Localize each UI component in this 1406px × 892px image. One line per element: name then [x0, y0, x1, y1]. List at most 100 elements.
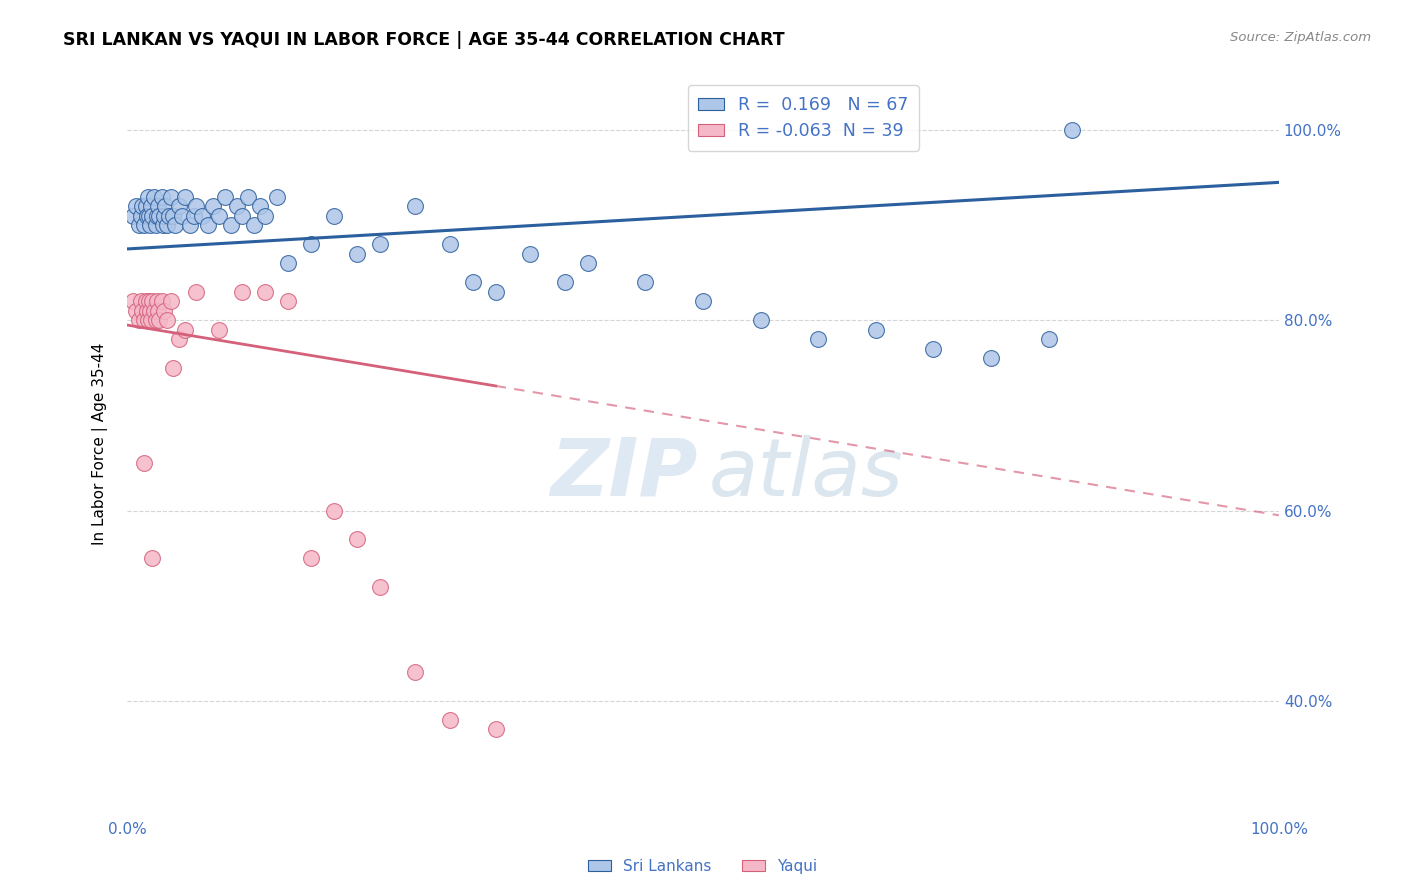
Point: [167, 332, 190, 346]
Point: [202, 199, 225, 213]
Point: [173, 323, 195, 337]
Point: [191, 209, 214, 223]
Point: [236, 189, 259, 203]
Point: [148, 303, 170, 318]
Point: [142, 303, 165, 318]
Legend: Sri Lankans, Yaqui: Sri Lankans, Yaqui: [582, 853, 824, 880]
Point: [150, 189, 173, 203]
Point: [254, 209, 277, 223]
Point: [225, 199, 247, 213]
Point: [370, 237, 392, 252]
Point: [145, 313, 167, 327]
Point: [131, 303, 153, 318]
Point: [266, 189, 288, 203]
Point: [128, 313, 150, 327]
Text: SRI LANKAN VS YAQUI IN LABOR FORCE | AGE 35-44 CORRELATION CHART: SRI LANKAN VS YAQUI IN LABOR FORCE | AGE…: [63, 31, 785, 49]
Point: [179, 218, 201, 232]
Point: [141, 209, 163, 223]
Point: [141, 313, 163, 327]
Point: [141, 551, 163, 566]
Point: [692, 294, 714, 309]
Legend: R =  0.169   N = 67, R = -0.063  N = 39: R = 0.169 N = 67, R = -0.063 N = 39: [688, 86, 920, 151]
Point: [922, 342, 945, 356]
Point: [208, 323, 231, 337]
Point: [152, 218, 174, 232]
Point: [865, 323, 887, 337]
Point: [346, 246, 368, 260]
Point: [141, 294, 163, 309]
Point: [142, 189, 165, 203]
Text: ZIP: ZIP: [550, 434, 697, 513]
Point: [131, 199, 153, 213]
Point: [162, 360, 184, 375]
Point: [134, 218, 156, 232]
Point: [807, 332, 830, 346]
Point: [162, 209, 184, 223]
Point: [370, 580, 392, 594]
Point: [125, 199, 148, 213]
Point: [148, 199, 170, 213]
Point: [219, 218, 242, 232]
Text: Source: ZipAtlas.com: Source: ZipAtlas.com: [1230, 31, 1371, 45]
Text: atlas: atlas: [709, 434, 904, 513]
Point: [299, 237, 322, 252]
Point: [634, 275, 657, 289]
Point: [980, 351, 1002, 366]
Point: [186, 285, 208, 299]
Point: [208, 209, 231, 223]
Point: [145, 218, 167, 232]
Point: [129, 209, 152, 223]
Point: [485, 285, 508, 299]
Point: [160, 189, 183, 203]
Point: [138, 294, 160, 309]
Point: [172, 209, 194, 223]
Point: [186, 199, 208, 213]
Point: [554, 275, 576, 289]
Point: [404, 199, 426, 213]
Point: [129, 294, 152, 309]
Point: [254, 285, 277, 299]
Point: [156, 313, 179, 327]
Point: [134, 199, 156, 213]
Point: [136, 313, 159, 327]
Point: [461, 275, 484, 289]
Point: [404, 665, 426, 680]
Point: [148, 209, 170, 223]
Point: [243, 218, 266, 232]
Point: [141, 199, 163, 213]
Point: [134, 456, 156, 470]
Point: [277, 294, 299, 309]
Point: [231, 285, 253, 299]
Point: [146, 294, 169, 309]
Point: [299, 551, 322, 566]
Point: [277, 256, 299, 270]
Point: [128, 218, 150, 232]
Point: [165, 218, 187, 232]
Point: [197, 218, 219, 232]
Point: [148, 313, 170, 327]
Point: [439, 713, 461, 727]
Point: [1060, 123, 1083, 137]
Point: [249, 199, 271, 213]
Point: [153, 303, 176, 318]
Point: [150, 294, 173, 309]
Point: [121, 294, 143, 309]
Y-axis label: In Labor Force | Age 35-44: In Labor Force | Age 35-44: [93, 343, 108, 545]
Point: [485, 723, 508, 737]
Point: [183, 209, 205, 223]
Point: [153, 209, 176, 223]
Point: [173, 189, 195, 203]
Point: [134, 294, 156, 309]
Point: [519, 246, 541, 260]
Point: [231, 209, 253, 223]
Point: [135, 209, 157, 223]
Point: [346, 532, 368, 546]
Point: [167, 199, 190, 213]
Point: [156, 218, 179, 232]
Point: [136, 189, 159, 203]
Point: [160, 294, 183, 309]
Point: [1038, 332, 1060, 346]
Point: [139, 303, 162, 318]
Point: [138, 209, 160, 223]
Point: [323, 209, 346, 223]
